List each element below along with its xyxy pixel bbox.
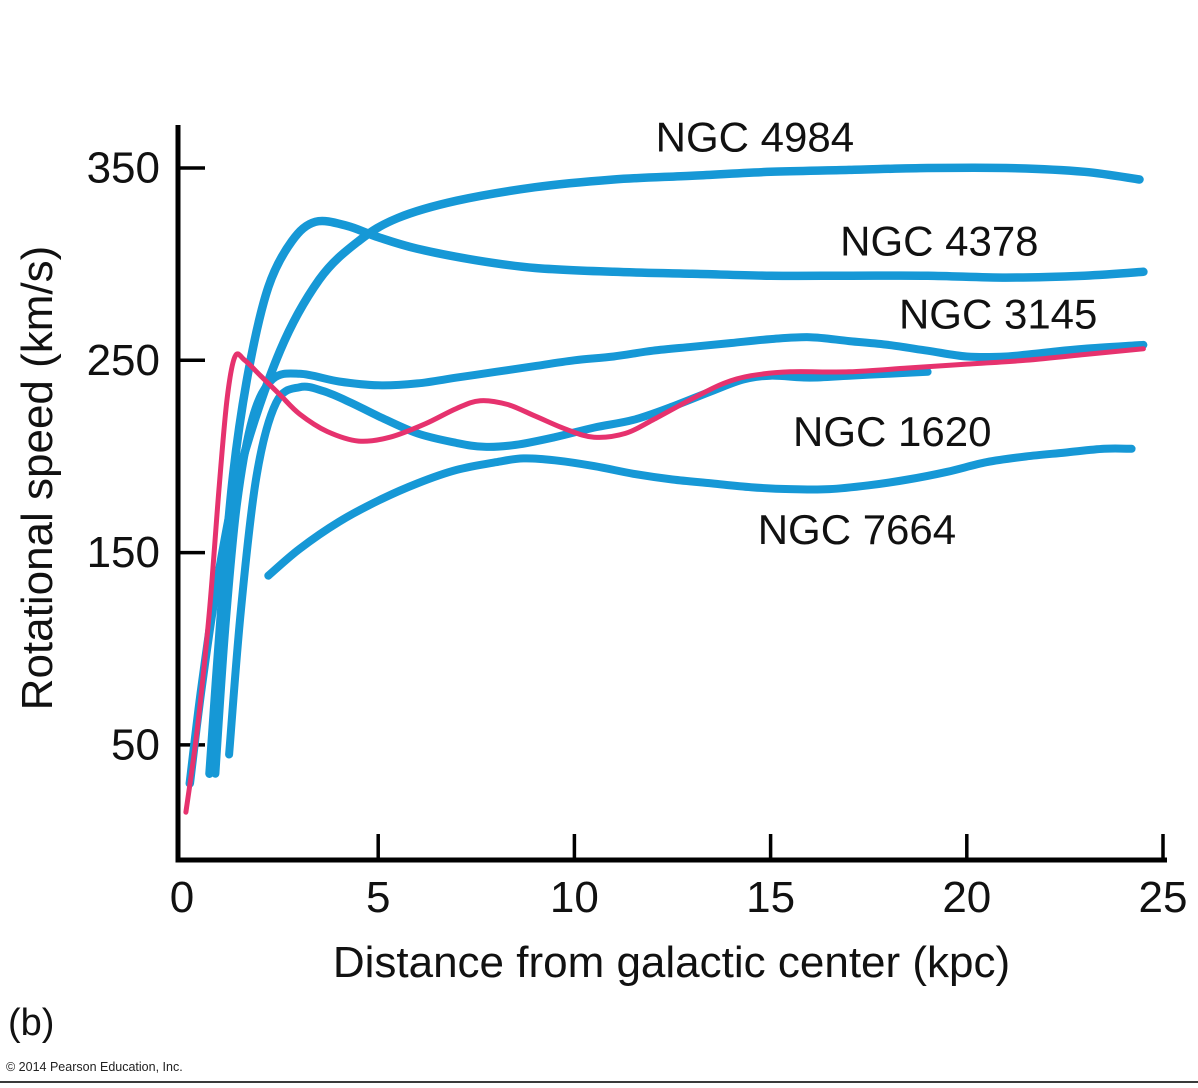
y-tick-label: 350: [87, 144, 160, 193]
curve-ngc-7664: [264, 444, 1136, 580]
copyright-text: © 2014 Pearson Education, Inc.: [6, 1060, 183, 1074]
x-tick-label: 10: [550, 873, 599, 922]
x-tick-label: 0: [170, 873, 194, 922]
y-tick-label: 150: [87, 528, 160, 577]
curve-ngc-4378: [205, 216, 1148, 778]
curve-label-ngc-4378: NGC 4378: [840, 218, 1038, 265]
curve-label-ngc-1620: NGC 1620: [793, 408, 991, 455]
x-tick-label: 20: [942, 873, 991, 922]
x-tick-label: 15: [746, 873, 795, 922]
x-axis-title: Distance from galactic center (kpc): [332, 938, 1011, 987]
y-axis-title: Rotational speed (km/s): [13, 245, 62, 711]
curve-label-ngc-3145: NGC 3145: [899, 291, 1097, 338]
curve-ngc-1620: [183, 346, 1146, 815]
curve-unlabeled: [225, 367, 932, 759]
y-tick-label: 250: [87, 336, 160, 385]
y-tick-label: 50: [111, 720, 160, 769]
panel-label: (b): [8, 1002, 55, 1044]
curve-ngc-3145: [211, 333, 1148, 778]
curve-label-ngc-4984: NGC 4984: [656, 114, 854, 161]
x-tick-label: 5: [366, 873, 390, 922]
x-tick-label: 25: [1139, 873, 1188, 922]
bottom-divider: [0, 1081, 1198, 1083]
curve-label-ngc-7664: NGC 7664: [758, 506, 956, 553]
